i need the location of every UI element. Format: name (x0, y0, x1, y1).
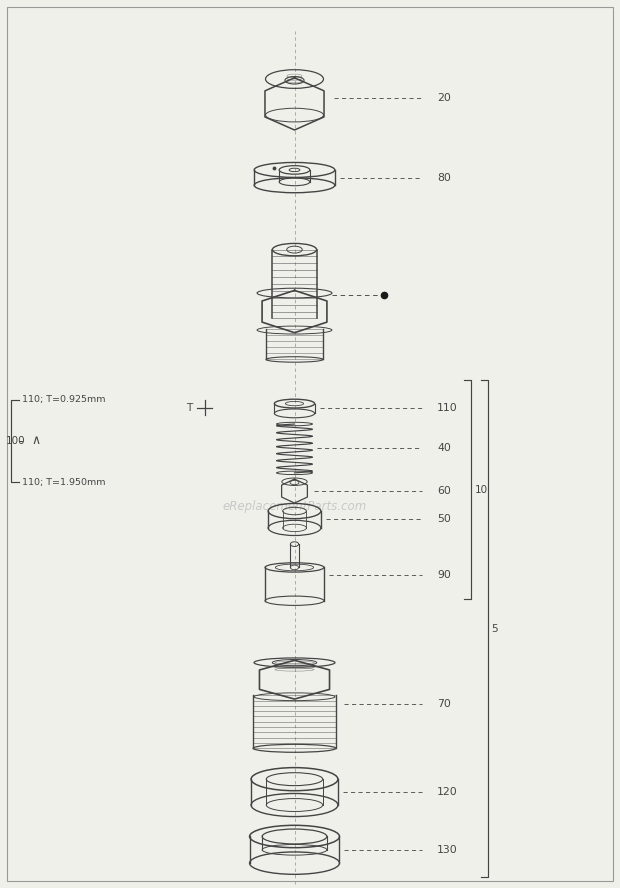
Text: 10: 10 (475, 485, 488, 495)
Text: 60: 60 (437, 486, 451, 496)
Text: 110; T=1.950mm: 110; T=1.950mm (22, 478, 105, 487)
Text: 130: 130 (437, 844, 458, 855)
Text: 100: 100 (6, 436, 26, 446)
Text: 120: 120 (437, 787, 458, 797)
Text: eReplacementParts.com: eReplacementParts.com (223, 500, 366, 512)
Text: 110; T=0.925mm: 110; T=0.925mm (22, 395, 105, 404)
Text: 50: 50 (437, 514, 451, 525)
Text: 90: 90 (437, 570, 451, 581)
Text: ∧: ∧ (31, 434, 40, 448)
Text: 5: 5 (492, 623, 498, 634)
Text: 110: 110 (437, 402, 458, 413)
Text: 20: 20 (437, 92, 451, 103)
Text: 70: 70 (437, 699, 451, 710)
Text: T: T (186, 402, 192, 413)
Text: 80: 80 (437, 172, 451, 183)
Text: 40: 40 (437, 443, 451, 454)
